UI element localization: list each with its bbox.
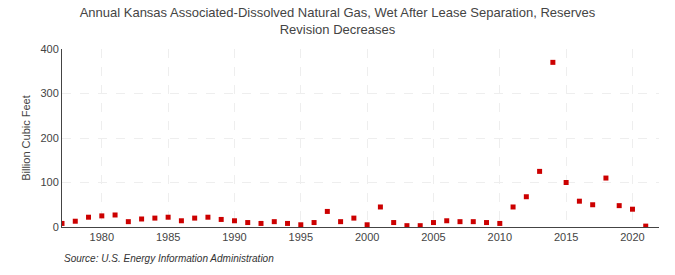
- svg-text:2000: 2000: [355, 231, 379, 243]
- svg-text:2010: 2010: [488, 231, 512, 243]
- svg-text:0: 0: [53, 221, 59, 233]
- svg-text:100: 100: [40, 176, 58, 188]
- svg-text:1995: 1995: [289, 231, 313, 243]
- svg-text:2015: 2015: [554, 231, 578, 243]
- svg-text:2005: 2005: [421, 231, 445, 243]
- svg-text:1980: 1980: [90, 231, 114, 243]
- svg-text:400: 400: [40, 43, 58, 55]
- svg-text:1985: 1985: [156, 231, 180, 243]
- svg-text:2020: 2020: [620, 231, 644, 243]
- svg-text:300: 300: [40, 87, 58, 99]
- svg-text:200: 200: [40, 132, 58, 144]
- svg-text:Source: U.S. Energy Informatio: Source: U.S. Energy Information Administ…: [64, 253, 274, 264]
- svg-text:Annual Kansas Associated-Disso: Annual Kansas Associated-Dissolved Natur…: [80, 5, 596, 37]
- svg-text:Billion Cubic Feet: Billion Cubic Feet: [20, 95, 32, 181]
- svg-text:1990: 1990: [222, 231, 246, 243]
